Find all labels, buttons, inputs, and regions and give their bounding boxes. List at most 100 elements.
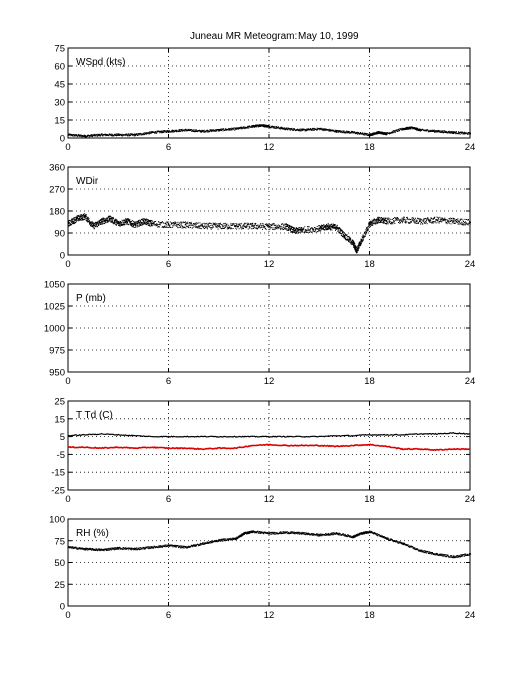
data-point [147,223,148,224]
data-point [178,131,180,132]
data-point [212,130,214,132]
data-point [343,234,346,237]
data-point [367,133,369,135]
data-point [164,225,165,227]
data-point [455,132,457,134]
data-point [326,229,328,231]
data-point [413,128,415,130]
data-point [228,224,230,226]
data-point [113,548,115,550]
data-point [264,226,265,228]
data-point [271,532,272,534]
data-point [72,222,74,224]
data-point [115,218,117,220]
data-point [430,220,432,221]
data-point [148,223,150,225]
data-point [329,534,331,536]
data-point [220,538,222,540]
data-point [167,226,169,228]
data-point [287,129,289,131]
data-point [319,535,321,537]
data-point [370,134,372,136]
data-point [399,130,401,131]
data-point [93,227,95,229]
data-point [98,223,100,225]
data-point [462,132,464,134]
data-point [463,223,465,225]
data-point [354,246,356,248]
data-point [280,128,282,130]
data-point [237,223,239,225]
data-point [319,230,321,232]
data-point [245,127,247,129]
data-point [286,229,288,231]
data-point [229,538,231,540]
data-point [368,221,370,223]
data-point [187,547,189,549]
data-point [278,224,280,226]
data-point [198,545,200,546]
data-point [218,129,220,131]
data-point [140,219,142,221]
data-point [200,228,202,230]
data-point [382,222,384,224]
data-point [287,533,289,535]
data-point [222,226,224,228]
data-point [321,226,323,228]
data-point [106,550,107,551]
data-point [369,222,371,225]
data-point [403,216,405,218]
data-point [349,131,351,133]
data-point [443,218,445,220]
data-point [358,243,360,245]
data-point [297,533,299,535]
data-point [346,130,348,132]
data-point [316,533,318,535]
data-point [415,127,417,129]
data-point [102,220,104,222]
x-tick-label: 0 [65,494,70,505]
data-point [82,216,84,218]
data-point [258,532,260,534]
data-point [429,221,431,223]
data-point [271,533,273,535]
data-point [206,541,208,543]
x-tick-label: 18 [364,494,375,505]
data-point [173,223,175,225]
data-point [248,127,250,129]
data-point [134,222,136,224]
data-point [234,538,236,540]
data-point [199,222,201,224]
data-point [116,135,117,137]
data-point [304,226,306,228]
data-point [325,533,327,535]
data-point [215,130,217,132]
data-point [416,222,418,224]
data-point [110,549,112,551]
title-date: May 10, 1999 [298,31,359,42]
data-point [177,221,179,223]
data-point [408,218,410,220]
data-point [223,128,225,130]
data-point [185,221,186,223]
data-point [243,223,245,225]
data-point [329,227,331,229]
data-point [391,131,393,133]
data-point [279,228,281,230]
data-point [228,129,229,131]
data-point [420,219,422,221]
data-point [315,228,317,230]
data-point [82,214,84,216]
data-point [134,226,136,228]
data-point [243,228,244,230]
data-point [415,219,417,221]
data-point [268,224,270,226]
data-point [425,221,427,222]
data-point [150,132,152,134]
data-point [127,224,129,226]
data-point [139,547,141,549]
data-point [108,548,110,550]
data-point [256,532,258,534]
data-point [106,221,108,223]
data-point [442,217,444,219]
